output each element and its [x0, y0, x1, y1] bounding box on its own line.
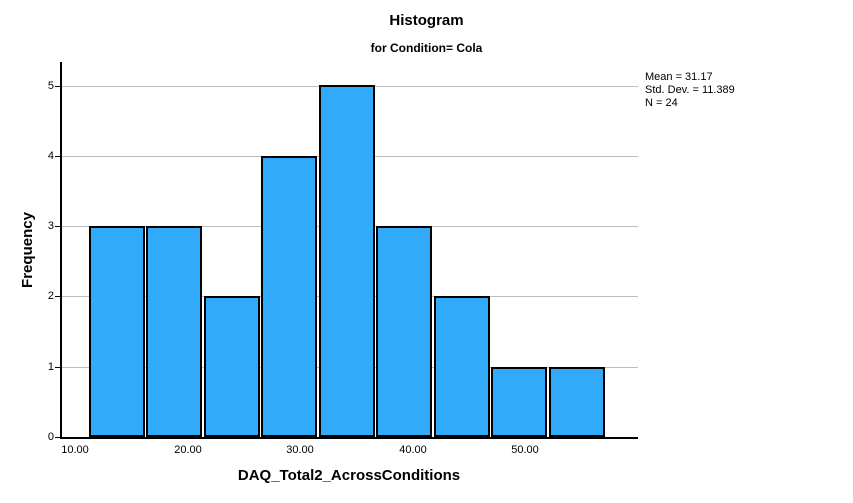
x-tick-label-20: 20.00	[174, 444, 202, 456]
y-tick-mark-2	[55, 296, 60, 297]
y-tick-label-3: 3	[47, 220, 54, 232]
chart-subtitle: for Condition= Cola	[370, 41, 483, 55]
stats-annotation: Mean = 31.17 Std. Dev. = 11.389 N = 24	[645, 71, 735, 110]
x-tick-label-30: 30.00	[286, 444, 314, 456]
histogram-bar-5	[319, 85, 375, 437]
plot-area	[60, 62, 638, 439]
y-tick-mark-3	[55, 226, 60, 227]
histogram-bar-8	[491, 367, 547, 437]
y-tick-label-0: 0	[47, 431, 54, 443]
x-axis-title: DAQ_Total2_AcrossConditions	[237, 467, 461, 484]
x-tick-label-50: 50.00	[511, 444, 539, 456]
y-tick-mark-1	[55, 367, 60, 368]
histogram-bar-6	[376, 226, 432, 437]
stat-mean: Mean = 31.17	[645, 71, 713, 83]
y-tick-mark-4	[55, 156, 60, 157]
y-tick-label-4: 4	[47, 150, 54, 162]
x-tick-label-40: 40.00	[399, 444, 427, 456]
y-tick-label-2: 2	[47, 290, 54, 302]
histogram-bar-1	[89, 226, 145, 437]
y-tick-label-1: 1	[47, 361, 54, 373]
histogram-bar-7	[434, 296, 490, 437]
stat-n: N = 24	[645, 97, 678, 109]
y-tick-mark-5	[55, 86, 60, 87]
y-tick-label-5: 5	[47, 80, 54, 92]
histogram-bar-2	[146, 226, 202, 437]
histogram-bar-4	[261, 156, 317, 437]
y-tick-mark-0	[55, 437, 60, 438]
stat-std-dev: Std. Dev. = 11.389	[645, 84, 735, 96]
histogram-bar-3	[204, 296, 260, 437]
chart-title: Histogram	[389, 12, 464, 29]
x-tick-label-10: 10.00	[61, 444, 89, 456]
histogram-bar-9	[549, 367, 605, 437]
